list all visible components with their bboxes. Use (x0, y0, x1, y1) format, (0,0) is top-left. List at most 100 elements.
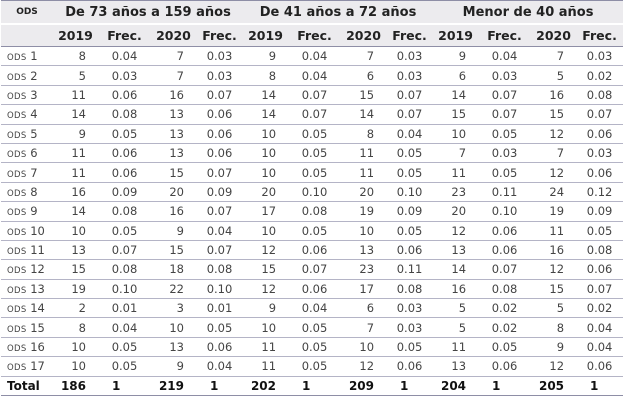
count-cell: 6 (433, 65, 479, 86)
frequency-cell: 1 (288, 376, 342, 397)
year-column-header: 2020 (151, 24, 196, 47)
count-cell: 15 (531, 104, 577, 125)
count-cell: 18 (151, 259, 196, 280)
count-cell: 10 (151, 317, 196, 338)
count-cell: 10 (53, 356, 98, 377)
frequency-cell: 0.04 (386, 124, 434, 144)
frequency-cell: 0.05 (98, 124, 151, 144)
frequency-cell: 0.08 (576, 85, 624, 106)
count-cell: 3 (151, 298, 196, 319)
ods-prefix: ODS (7, 169, 27, 180)
count-cell: 7 (341, 317, 387, 338)
ods-label: ODS 13 (1, 279, 53, 300)
frequency-cell: 0.07 (478, 259, 532, 280)
ods-number: 6 (30, 146, 38, 161)
frequency-cell: 0.06 (576, 356, 624, 377)
count-cell: 11 (53, 85, 98, 106)
frequency-cell: 0.10 (386, 182, 434, 203)
count-cell: 12 (531, 162, 577, 183)
frequency-cell: 0.08 (196, 259, 244, 280)
count-cell: 11 (531, 221, 577, 241)
table-row: ODS 15 8 0.04 10 0.05 10 0.05 7 0.03 5 0.02 8 0.04 (1, 317, 624, 338)
frequency-cell: 0.07 (98, 240, 151, 261)
frequency-cell: 0.08 (98, 259, 151, 280)
ods-label: ODS 8 (1, 182, 53, 203)
group-header-73-159: De 73 años a 159 años (53, 0, 244, 25)
frequency-cell: 0.04 (98, 46, 151, 67)
count-cell: 219 (151, 376, 196, 397)
count-cell: 14 (53, 201, 98, 222)
count-cell: 16 (53, 182, 98, 203)
ods-label: ODS 16 (1, 337, 53, 358)
ods-prefix: ODS (7, 266, 27, 277)
frequency-cell: 0.05 (288, 337, 342, 358)
count-cell: 10 (53, 221, 98, 241)
count-cell: 7 (341, 46, 387, 67)
frequency-cell: 0.01 (98, 298, 151, 319)
frequency-cell: 0.08 (98, 104, 151, 125)
count-cell: 19 (53, 279, 98, 300)
count-cell: 11 (341, 162, 387, 183)
ods-number: 17 (30, 359, 45, 374)
count-cell: 10 (243, 221, 289, 241)
count-cell: 11 (243, 356, 289, 377)
frequency-cell: 0.06 (196, 124, 244, 144)
frequency-cell: 0.10 (196, 279, 244, 300)
frequency-cell: 0.12 (576, 182, 624, 203)
frequency-cell: 0.03 (386, 298, 434, 319)
count-cell: 12 (243, 279, 289, 300)
count-cell: 12 (341, 356, 387, 377)
count-cell: 16 (531, 85, 577, 106)
year-column-header: 2019 (53, 24, 98, 47)
count-cell: 23 (341, 259, 387, 280)
ods-prefix: ODS (7, 130, 27, 141)
frequency-cell: 0.09 (98, 182, 151, 203)
frequency-cell: 0.05 (386, 221, 434, 241)
frequency-cell: 0.07 (576, 279, 624, 300)
count-cell: 5 (531, 65, 577, 86)
count-cell: 13 (433, 356, 479, 377)
count-cell: 209 (341, 376, 387, 397)
table-row: ODS 6 11 0.06 13 0.06 10 0.05 11 0.05 7 0.03 7 0.03 (1, 143, 624, 164)
count-cell: 14 (53, 104, 98, 125)
count-cell: 15 (531, 279, 577, 300)
count-cell: 13 (53, 240, 98, 261)
frequency-cell: 0.05 (196, 317, 244, 338)
frequency-cell: 0.06 (576, 162, 624, 183)
frequency-cell: 0.05 (478, 124, 532, 144)
frequency-cell: 0.06 (98, 143, 151, 164)
ods-number: 8 (30, 184, 38, 199)
frequency-cell: 0.04 (196, 356, 244, 377)
frequency-cell: 0.05 (288, 356, 342, 377)
ods-number: 14 (30, 301, 45, 316)
table-row: ODS 8 16 0.09 20 0.09 20 0.10 20 0.10 23 0.11 24 0.1… (1, 182, 624, 203)
frequency-cell: 0.03 (386, 46, 434, 67)
count-cell: 11 (53, 162, 98, 183)
frequency-cell: 0.03 (576, 143, 624, 164)
frequency-cell: 0.06 (576, 124, 624, 144)
count-cell: 11 (341, 143, 387, 164)
year-column-header: 2020 (341, 24, 387, 47)
count-cell: 16 (433, 279, 479, 300)
frequency-cell: 0.08 (576, 240, 624, 261)
ods-label: ODS 14 (1, 298, 53, 319)
ods-prefix: ODS (7, 150, 27, 161)
count-cell: 20 (151, 182, 196, 203)
count-cell: 186 (53, 376, 98, 397)
count-cell: 9 (433, 46, 479, 67)
frequency-cell: 0.08 (386, 279, 434, 300)
count-cell: 12 (243, 240, 289, 261)
ods-number: 11 (30, 243, 45, 258)
count-cell: 20 (341, 182, 387, 203)
count-cell: 204 (433, 376, 479, 397)
ods-label: ODS 12 (1, 259, 53, 280)
count-cell: 7 (151, 65, 196, 86)
count-cell: 23 (433, 182, 479, 203)
frequency-cell: 0.05 (478, 337, 532, 358)
ods-number: 4 (30, 107, 38, 122)
count-cell: 15 (243, 259, 289, 280)
ods-number: 3 (30, 87, 38, 102)
ods-label: ODS 5 (1, 124, 53, 144)
count-cell: 14 (243, 85, 289, 106)
